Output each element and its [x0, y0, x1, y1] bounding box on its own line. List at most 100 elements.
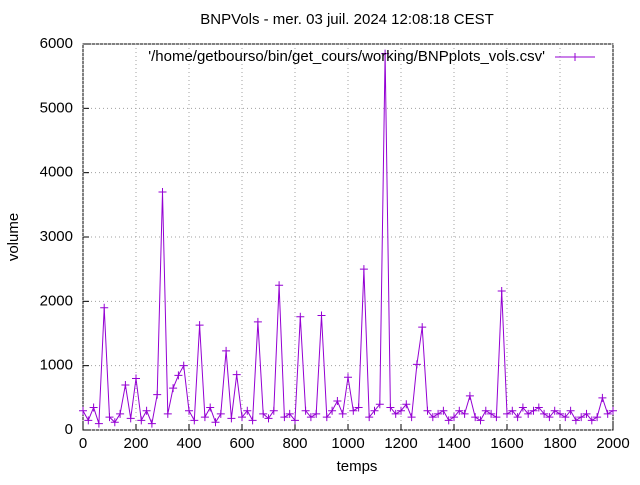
- point-marker: [317, 311, 326, 320]
- point-marker: [206, 403, 215, 412]
- point-marker: [264, 414, 273, 423]
- point-marker: [365, 413, 374, 422]
- point-marker: [280, 413, 289, 422]
- point-marker: [84, 416, 93, 425]
- point-marker: [121, 380, 130, 389]
- point-marker: [354, 403, 363, 412]
- point-marker: [518, 403, 527, 412]
- y-tick-label: 0: [65, 421, 73, 438]
- chart-title: BNPVols - mer. 03 juil. 2024 12:08:18 CE…: [200, 11, 494, 28]
- x-tick-label: 400: [176, 435, 201, 452]
- point-marker: [243, 406, 252, 415]
- point-marker: [147, 419, 156, 428]
- point-marker: [142, 406, 151, 415]
- point-marker: [550, 406, 559, 415]
- point-marker: [158, 187, 167, 196]
- y-tick-label: 6000: [40, 35, 73, 52]
- point-marker: [232, 370, 241, 379]
- point-marker: [609, 406, 617, 415]
- point-marker: [269, 406, 278, 415]
- y-tick-label: 5000: [40, 99, 73, 116]
- point-marker: [344, 373, 352, 382]
- point-marker: [386, 403, 395, 412]
- point-marker: [375, 400, 384, 409]
- point-marker: [593, 413, 602, 422]
- point-marker: [397, 406, 405, 415]
- point-marker: [524, 409, 533, 418]
- point-marker: [227, 414, 236, 423]
- point-marker: [370, 406, 379, 415]
- point-marker: [137, 416, 146, 425]
- point-marker: [497, 287, 506, 296]
- point-marker: [333, 397, 342, 406]
- legend-label: '/home/getbourso/bin/get_cours/working/B…: [148, 48, 545, 65]
- point-marker: [169, 384, 178, 393]
- x-tick-label: 0: [79, 435, 87, 452]
- x-tick-label: 800: [282, 435, 307, 452]
- point-marker: [322, 413, 331, 422]
- point-marker: [116, 409, 125, 418]
- point-marker: [556, 409, 564, 418]
- point-marker: [259, 409, 268, 418]
- point-marker: [338, 409, 347, 418]
- point-marker: [450, 413, 458, 422]
- point-marker: [163, 409, 172, 418]
- point-marker: [561, 413, 570, 422]
- point-marker: [291, 416, 299, 425]
- x-tick-label: 2000: [596, 435, 629, 452]
- point-marker: [503, 409, 511, 418]
- point-marker: [179, 361, 188, 370]
- point-marker: [306, 413, 315, 422]
- point-marker: [359, 265, 368, 274]
- y-tick-label: 4000: [40, 164, 73, 181]
- point-marker: [444, 416, 453, 425]
- point-marker: [110, 418, 119, 427]
- point-marker: [545, 413, 554, 422]
- point-marker: [455, 406, 464, 415]
- point-marker: [566, 406, 575, 415]
- point-marker: [248, 416, 257, 425]
- point-marker: [540, 409, 549, 418]
- point-marker: [105, 413, 114, 422]
- point-marker: [79, 406, 87, 415]
- point-marker: [603, 409, 612, 418]
- point-marker: [132, 374, 140, 383]
- point-marker: [428, 413, 437, 422]
- point-marker: [190, 416, 199, 425]
- point-marker: [100, 303, 109, 312]
- point-marker: [587, 416, 596, 425]
- point-marker: [238, 413, 246, 422]
- point-marker: [434, 409, 443, 418]
- point-marker: [412, 360, 421, 369]
- x-tick-label: 1400: [437, 435, 470, 452]
- point-marker: [465, 391, 474, 400]
- x-axis-label: temps: [337, 458, 378, 475]
- point-marker: [582, 409, 591, 418]
- y-tick-label: 3000: [40, 228, 73, 245]
- point-marker: [301, 406, 310, 415]
- point-marker: [577, 413, 586, 422]
- point-marker: [418, 323, 427, 332]
- point-marker: [598, 393, 607, 402]
- point-marker: [534, 403, 543, 412]
- point-marker: [94, 419, 103, 428]
- point-marker: [174, 371, 183, 380]
- point-marker: [476, 416, 485, 425]
- point-marker: [89, 403, 98, 412]
- x-tick-label: 1000: [331, 435, 364, 452]
- point-marker: [296, 312, 305, 321]
- y-tick-label: 1000: [40, 357, 73, 374]
- point-marker: [460, 409, 469, 418]
- point-marker: [492, 413, 501, 422]
- point-marker: [481, 406, 490, 415]
- point-marker: [253, 317, 262, 326]
- point-marker: [402, 400, 411, 409]
- point-marker: [222, 346, 231, 355]
- point-marker: [126, 414, 135, 423]
- y-axis-label: volume: [5, 213, 22, 261]
- point-marker: [513, 413, 522, 422]
- point-marker: [407, 413, 416, 422]
- point-marker: [195, 321, 204, 330]
- x-tick-label: 1200: [384, 435, 417, 452]
